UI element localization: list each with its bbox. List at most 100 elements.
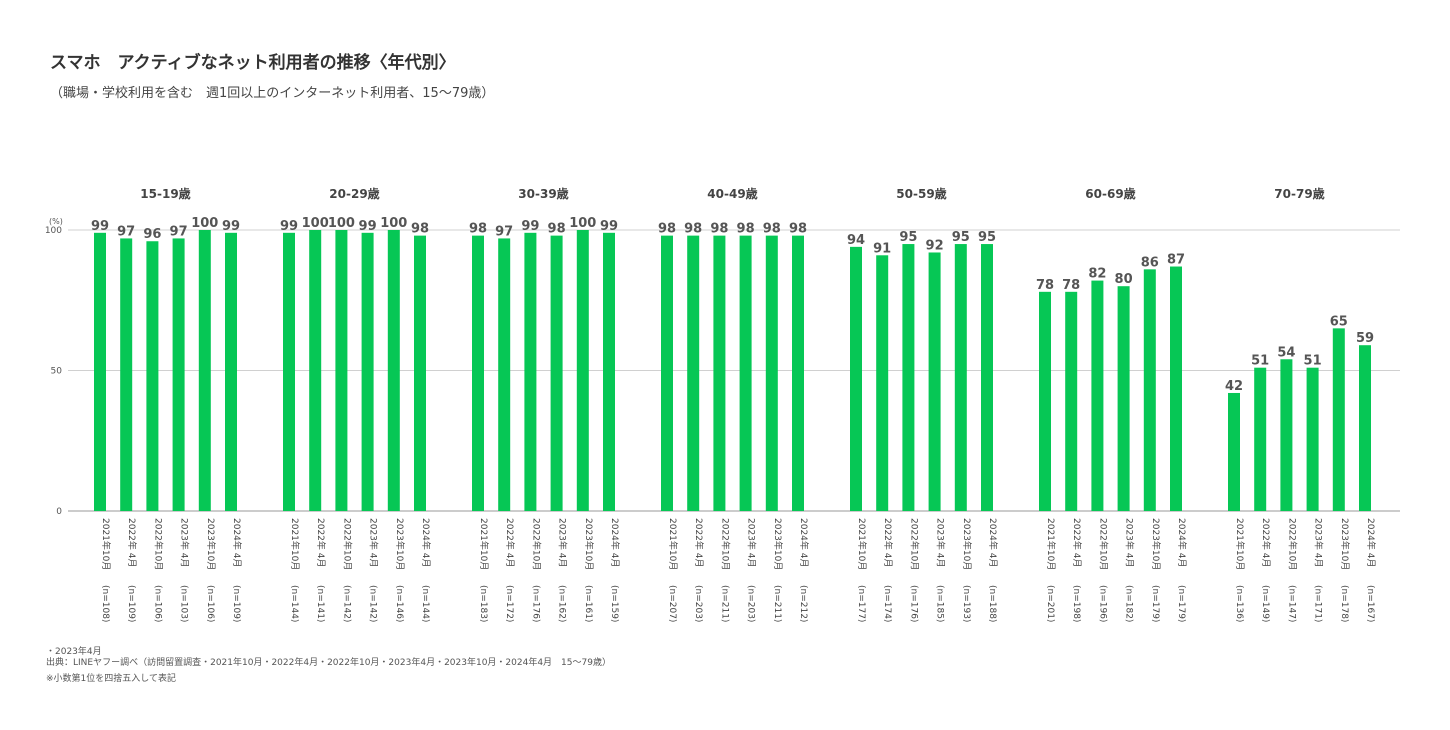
bar — [928, 252, 941, 512]
data-label: 95 — [952, 230, 970, 245]
period-tick-label: 2023年 4月 — [935, 518, 947, 568]
sample-size-label: (n=193) — [961, 585, 971, 622]
bar — [283, 232, 295, 511]
data-label: 95 — [899, 230, 917, 245]
period-tick-label: 2022年10月 — [341, 518, 353, 570]
bar — [1143, 269, 1156, 511]
period-tick-label: 2023年 4月 — [746, 518, 758, 568]
data-label: 99 — [521, 219, 539, 234]
page-subtitle: （職場・学校利用を含む 週1回以上のインターネット利用者、15～79歳） — [50, 86, 495, 101]
period-tick-label: 2024年 4月 — [420, 518, 432, 568]
sample-size-label: (n=174) — [882, 585, 892, 622]
period-tick-label: 2022年10月 — [719, 518, 731, 570]
bar — [1332, 328, 1345, 511]
sample-size-label: (n=106) — [152, 585, 162, 622]
period-tick-label: 2023年 4月 — [1313, 518, 1325, 568]
period-tick-label: 2023年10月 — [772, 518, 784, 570]
sample-size-label: (n=212) — [798, 585, 808, 622]
sample-size-label: (n=196) — [1097, 585, 1107, 622]
bar — [850, 246, 862, 512]
sample-size-label: (n=176) — [908, 585, 918, 622]
period-tick-label: 2021年10月 — [667, 518, 679, 570]
period-tick-label: 2023年 4月 — [557, 518, 569, 568]
period-tick-label: 2023年 4月 — [1124, 518, 1136, 568]
rounding-note: ※小数第1位を四捨五入して表記 — [46, 674, 176, 684]
period-tick-label: 2022年10月 — [530, 518, 542, 570]
data-label: 98 — [548, 222, 566, 237]
sample-size-label: (n=144) — [289, 585, 299, 622]
bar — [792, 235, 804, 511]
period-tick-label: 2022年 4月 — [126, 518, 138, 568]
group-label: 20-29歳 — [329, 186, 379, 201]
sample-size-label: (n=183) — [478, 585, 488, 622]
period-tick-label: 2021年10月 — [100, 518, 112, 570]
data-label: 98 — [710, 222, 728, 237]
period-tick-label: 2022年 4月 — [504, 518, 516, 568]
bar — [361, 232, 374, 511]
data-label: 97 — [117, 224, 135, 239]
group-label: 70-79歳 — [1274, 186, 1324, 201]
bar — [1280, 359, 1293, 511]
data-label: 99 — [280, 219, 298, 234]
bar — [498, 238, 511, 511]
sample-size-label: (n=179) — [1150, 585, 1160, 622]
sample-size-label: (n=144) — [420, 585, 430, 622]
bar — [414, 235, 426, 511]
sample-size-label: (n=211) — [719, 585, 729, 622]
sample-size-label: (n=201) — [1045, 585, 1055, 622]
period-tick-label: 2024年 4月 — [1176, 518, 1188, 568]
bar — [1091, 280, 1104, 511]
period-tick-label: 2024年 4月 — [798, 518, 810, 568]
data-label: 98 — [469, 222, 487, 237]
period-tick-label: 2022年 4月 — [1071, 518, 1083, 568]
bar — [550, 235, 563, 511]
bar — [1039, 291, 1051, 511]
bar — [576, 230, 589, 511]
bar — [472, 235, 484, 511]
period-tick-label: 2023年10月 — [205, 518, 217, 570]
data-label: 86 — [1141, 255, 1159, 270]
period-tick-label: 2022年10月 — [152, 518, 164, 570]
period-tick-label: 2024年 4月 — [231, 518, 243, 568]
period-tick-label: 2022年10月 — [908, 518, 920, 570]
sample-size-label: (n=185) — [935, 585, 945, 622]
period-tick-label: 2022年 4月 — [1260, 518, 1272, 568]
data-label: 99 — [222, 219, 240, 234]
bar — [225, 232, 237, 511]
data-label: 91 — [873, 241, 891, 256]
sample-size-label: (n=179) — [1176, 585, 1186, 622]
bar — [1228, 392, 1240, 511]
bar — [739, 235, 752, 511]
bar — [335, 230, 348, 511]
data-label: 96 — [143, 227, 161, 242]
period-tick-label: 2022年 4月 — [315, 518, 327, 568]
data-label: 78 — [1036, 278, 1054, 293]
bar — [387, 230, 400, 511]
group-label: 30-39歳 — [518, 186, 568, 201]
group-label: 60-69歳 — [1085, 186, 1135, 201]
sample-size-label: (n=108) — [100, 585, 110, 622]
bar — [603, 232, 615, 511]
bar — [1117, 286, 1130, 511]
bar — [1306, 367, 1319, 511]
sample-size-label: (n=142) — [341, 585, 351, 622]
group-label: 15-19歳 — [140, 186, 190, 201]
period-tick-label: 2022年10月 — [1097, 518, 1109, 570]
data-label: 100 — [328, 216, 355, 231]
data-label: 98 — [737, 222, 755, 237]
data-label: 87 — [1167, 253, 1185, 268]
period-tick-label: 2023年10月 — [1339, 518, 1351, 570]
bar — [1065, 291, 1078, 511]
group-label: 50-59歳 — [896, 186, 946, 201]
data-label: 80 — [1115, 272, 1133, 287]
period-tick-label: 2023年 4月 — [368, 518, 380, 568]
bar — [94, 232, 106, 511]
data-label: 95 — [978, 230, 996, 245]
bar — [198, 230, 211, 511]
y-tick-label: 100 — [45, 226, 62, 236]
sample-size-label: (n=176) — [530, 585, 540, 622]
data-label: 98 — [684, 222, 702, 237]
sample-size-label: (n=147) — [1286, 585, 1296, 622]
data-label: 92 — [926, 238, 944, 253]
data-label: 78 — [1062, 278, 1080, 293]
